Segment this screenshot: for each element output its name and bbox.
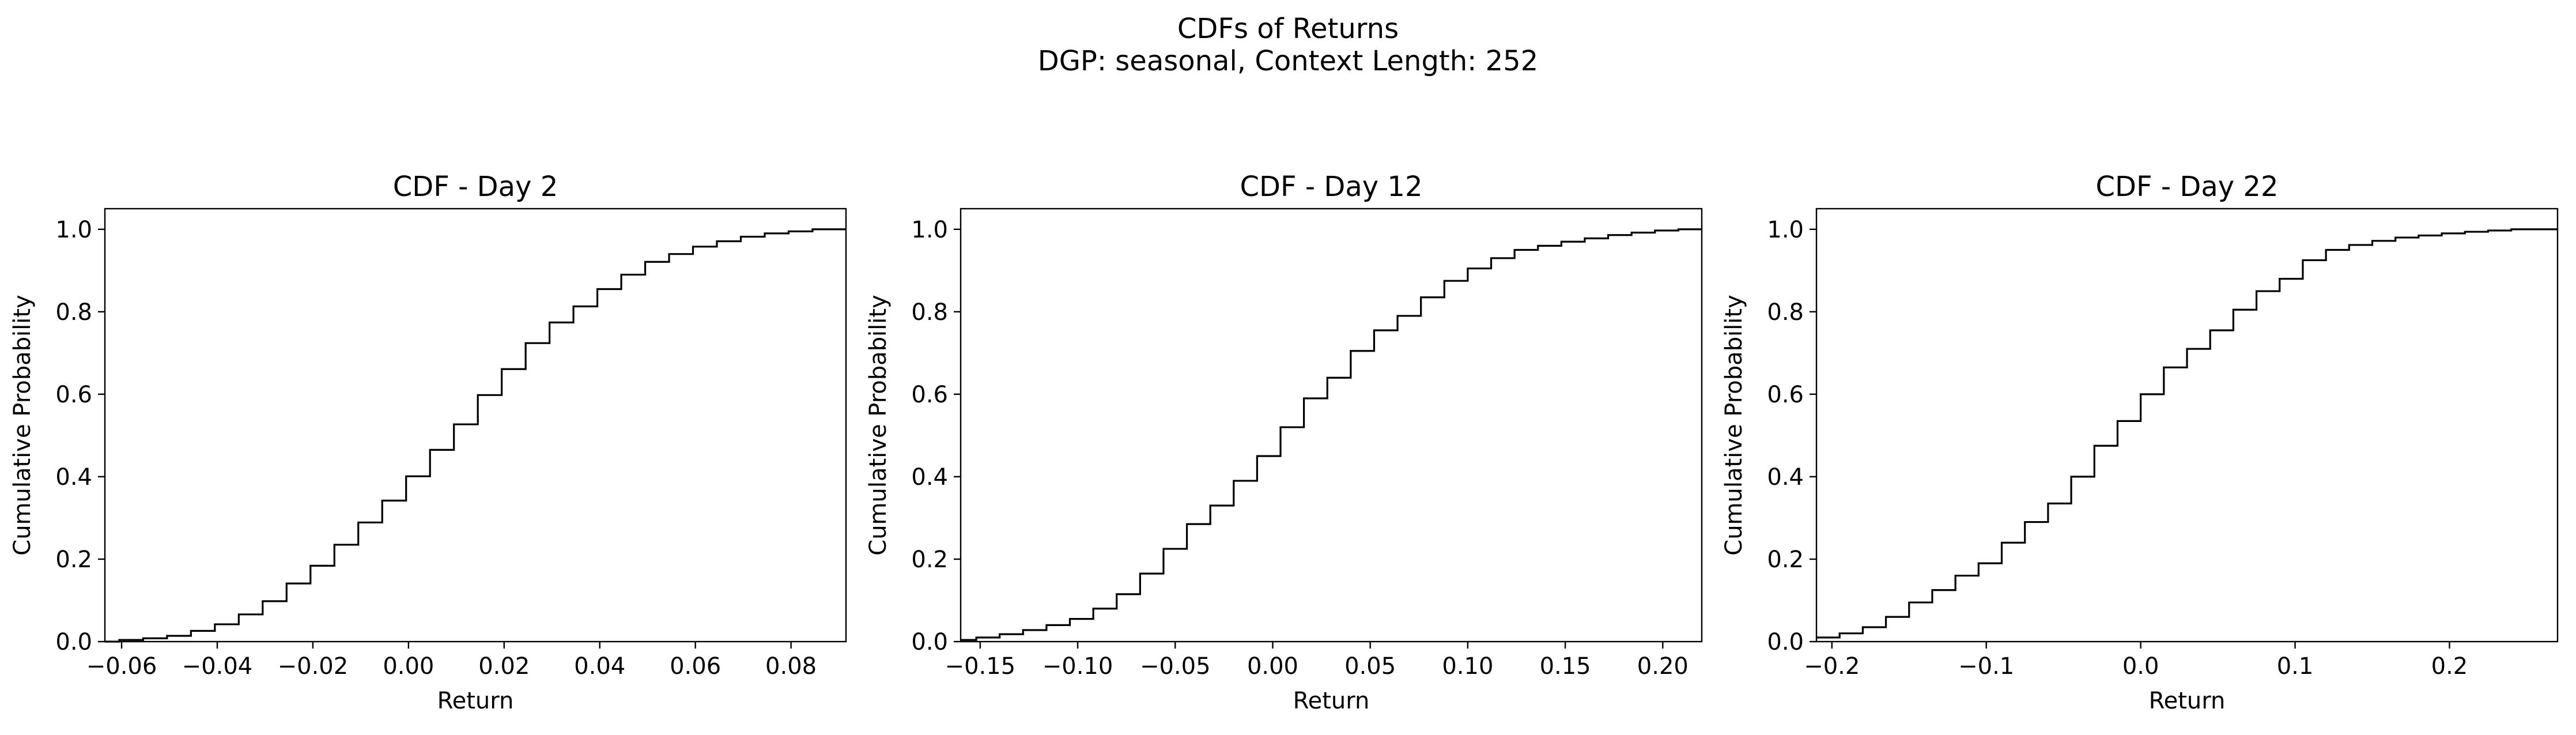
y-tick-label: 0.4 — [55, 464, 92, 491]
x-tick-label: 0.04 — [574, 653, 625, 680]
axes-frame — [1815, 208, 2559, 643]
y-tick-label: 1.0 — [1767, 217, 1804, 243]
y-tick-label: 0.8 — [55, 299, 92, 326]
x-tick-label: 0.1 — [2277, 653, 2314, 680]
x-tick-label: 0.2 — [2431, 653, 2468, 680]
x-tick-label: −0.02 — [278, 653, 349, 680]
y-tick-label: 1.0 — [55, 217, 92, 243]
x-tick-label: 0.06 — [670, 653, 721, 680]
y-tick-label: 0.2 — [1767, 546, 1804, 573]
x-tick-label: 0.10 — [1442, 653, 1493, 680]
x-tick-label: 0.08 — [765, 653, 817, 680]
x-tick-label: −0.1 — [1958, 653, 2014, 680]
y-axis-label: Cumulative Probability — [865, 295, 892, 555]
x-tick-label: 0.00 — [1247, 653, 1298, 680]
x-tick-label: 0.05 — [1344, 653, 1396, 680]
x-tick-label: −0.05 — [1140, 653, 1211, 680]
axes-frame — [960, 208, 1703, 643]
axes-frame — [104, 208, 847, 643]
x-tick-label: 0.0 — [2122, 653, 2159, 680]
subplot-1: CDF - Day 2 −0.06 −0.04 −0.02 0.00 0.02 0.04 0.… — [9, 171, 847, 714]
y-tick-label: 0.4 — [1767, 464, 1804, 491]
subplot-title: CDF - Day 2 — [393, 171, 558, 203]
y-axis-label: Cumulative Probability — [9, 295, 36, 555]
y-tick-label: 0.0 — [1767, 629, 1804, 655]
y-tick-label: 0.0 — [55, 629, 92, 655]
y-tick-label: 0.4 — [911, 464, 948, 491]
y-tick-label: 0.0 — [911, 629, 948, 655]
subplot-title: CDF - Day 12 — [1240, 171, 1422, 203]
cdf-step-line — [1816, 228, 2558, 639]
y-tick-label: 0.6 — [55, 382, 92, 408]
y-tick-label: 1.0 — [911, 217, 948, 243]
subplot-2: CDF - Day 12 −0.15 −0.10 −0.05 0.00 0.05 0.10 0… — [865, 171, 1703, 714]
y-tick-label: 0.8 — [1767, 299, 1804, 326]
subplot-3: CDF - Day 22 −0.2 −0.1 0.0 0.1 0.2 0.0 0.2 0.4 0.… — [1721, 171, 2559, 714]
y-tick-label: 0.6 — [911, 382, 948, 408]
y-axis-label: Cumulative Probability — [1721, 295, 1747, 555]
y-tick-label: 0.6 — [1767, 382, 1804, 408]
x-tick-label: −0.06 — [86, 653, 157, 680]
cdf-step-line — [105, 228, 846, 643]
y-tick-label: 0.8 — [911, 299, 948, 326]
x-tick-label: 0.15 — [1540, 653, 1591, 680]
x-tick-label: −0.15 — [945, 653, 1016, 680]
x-axis-label: Return — [437, 688, 514, 714]
x-tick-label: 0.02 — [478, 653, 530, 680]
x-tick-label: 0.00 — [383, 653, 434, 680]
y-tick-label: 0.2 — [55, 546, 92, 573]
x-axis-label: Return — [1293, 688, 1370, 714]
figure-title: CDFs of Returns — [1177, 13, 1399, 45]
figure-subtitle: DGP: seasonal, Context Length: 252 — [1037, 45, 1539, 77]
x-tick-label: −0.04 — [182, 653, 253, 680]
y-tick-label: 0.2 — [911, 546, 948, 573]
x-axis-label: Return — [2149, 688, 2226, 714]
subplot-title: CDF - Day 22 — [2095, 171, 2278, 203]
x-tick-label: −0.2 — [1804, 653, 1860, 680]
x-tick-label: 0.20 — [1637, 653, 1689, 680]
cdf-step-line — [961, 228, 1702, 641]
x-tick-label: −0.10 — [1043, 653, 1113, 680]
